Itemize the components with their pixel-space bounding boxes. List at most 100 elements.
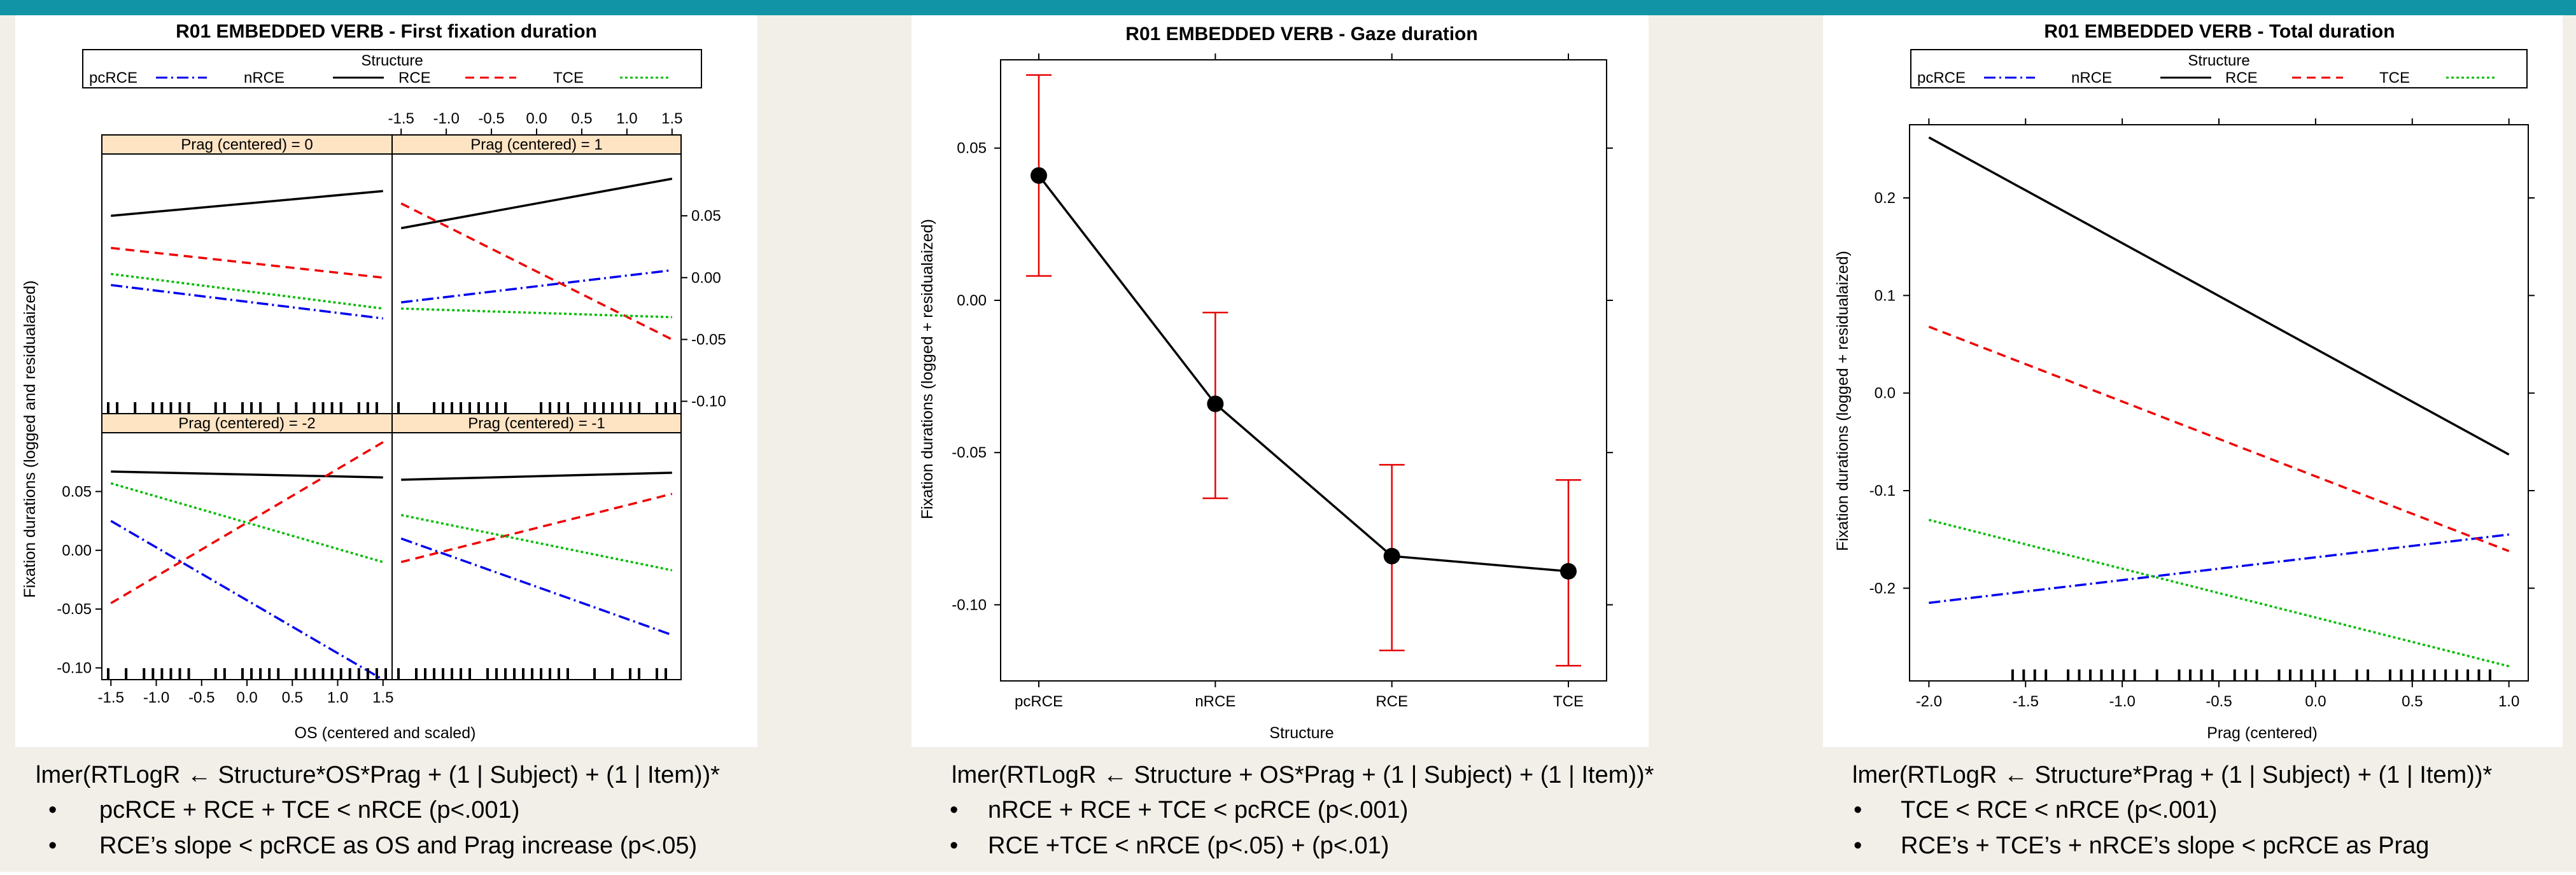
- series-line-gaze: [1038, 174, 1569, 573]
- y-axis-label-gaze: Fixation durations (logged + residualaiz…: [918, 219, 936, 519]
- x-tick-label-nRCE: nRCE: [1195, 693, 1235, 710]
- y-tick-label: 0.2: [1875, 190, 1896, 207]
- y-tick-label: 0.0: [1875, 385, 1896, 402]
- bullet-marker: •: [1854, 797, 1862, 823]
- chart-title-gaze: R01 EMBEDDED VERB - Gaze duration: [1125, 24, 1477, 45]
- y-tick-label: -0.05: [691, 331, 726, 348]
- series-line-nRCE: [111, 190, 383, 217]
- y-tick-label: -0.10: [57, 660, 92, 677]
- y-tick-label: 0.05: [691, 207, 721, 225]
- plot-frame-gaze: [1000, 59, 1607, 682]
- x-axis-label-first-fixation: OS (centered and scaled): [295, 724, 476, 742]
- bullet-total-2: RCE’s + TCE’s + nRCE’s slope < pcRCE as …: [1901, 832, 2429, 859]
- title-banner: [0, 0, 2576, 15]
- data-point-nRCE: [1207, 395, 1224, 412]
- legend-label-TCE: TCE: [2379, 69, 2410, 87]
- y-tick-label: -0.10: [952, 596, 987, 613]
- bullet-total-1: TCE < RCE < nRCE (p<.001): [1901, 797, 2217, 823]
- facet-strip: [391, 413, 682, 433]
- series-line-pcRCE: [1929, 533, 2509, 605]
- data-point-RCE: [1383, 547, 1400, 564]
- bullet-marker: •: [950, 797, 958, 823]
- bullet-marker: •: [48, 832, 57, 859]
- facet-strip-label: Prag (centered) = -1: [468, 415, 605, 432]
- legend-total-title: Structure: [2188, 52, 2249, 69]
- series-line-TCE: [401, 307, 672, 319]
- legend-label-RCE: RCE: [398, 69, 431, 87]
- series-line-TCE: [110, 482, 384, 563]
- x-axis-label-gaze: Structure: [1269, 724, 1334, 742]
- facet-strip-label: Prag (centered) = -2: [178, 415, 315, 432]
- bullet-first-fixation-2: RCE’s slope < pcRCE as OS and Prag incre…: [99, 832, 697, 859]
- bullet-marker: •: [950, 832, 958, 859]
- x-tick-label: 0.5: [571, 110, 592, 127]
- x-tick-label: -1.5: [388, 110, 414, 127]
- x-tick-label: 0.0: [236, 689, 257, 706]
- chart-title-total: R01 EMBEDDED VERB - Total duration: [2044, 21, 2395, 42]
- series-line-pcRCE: [400, 537, 673, 636]
- series-line-RCE: [111, 246, 383, 279]
- legend-first-fixation-title: Structure: [361, 52, 423, 69]
- chart-title-first-fixation: R01 EMBEDDED VERB - First fixation durat…: [176, 21, 597, 42]
- y-axis-label-first-fixation: Fixation durations (logged and residuala…: [21, 281, 39, 598]
- facet-strip-label: Prag (centered) = 1: [470, 136, 602, 153]
- legend-label-pcRCE: pcRCE: [89, 69, 137, 87]
- series-line-pcRCE: [400, 269, 673, 304]
- series-line-nRCE: [111, 470, 383, 479]
- x-tick-label: 1.0: [616, 110, 637, 127]
- legend-total: [1910, 49, 2528, 88]
- y-tick-label: 0.05: [62, 483, 92, 500]
- formula-total: lmer(RTLogR ← Structure*Prag + (1 | Subj…: [1852, 762, 2492, 788]
- chart-panel-total: [1823, 15, 2563, 747]
- y-tick-label: 0.05: [957, 140, 987, 157]
- bullet-first-fixation-1: pcRCE + RCE + TCE < nRCE (p<.001): [99, 797, 519, 823]
- formula-gaze: lmer(RTLogR ← Structure + OS*Prag + (1 |…: [952, 762, 1654, 788]
- x-tick-label: -1.0: [433, 110, 459, 127]
- series-line-nRCE: [400, 178, 673, 230]
- y-tick-label: 0.1: [1875, 287, 1896, 304]
- y-tick-label: 0.00: [691, 269, 721, 286]
- x-tick-label-pcRCE: pcRCE: [1015, 693, 1063, 710]
- x-tick-label: 0.5: [282, 689, 303, 706]
- bullet-gaze-1: nRCE + RCE + TCE < pcRCE (p<.001): [988, 797, 1408, 823]
- series-line-RCE: [110, 441, 384, 605]
- y-tick-label: -0.05: [952, 444, 987, 461]
- y-tick-label: 0.00: [62, 542, 92, 559]
- series-line-pcRCE: [110, 520, 384, 681]
- y-tick-label: 0.00: [957, 292, 987, 309]
- legend-label-RCE: RCE: [2225, 69, 2258, 87]
- x-tick-label: 1.0: [327, 689, 348, 706]
- x-tick-label: -1.5: [98, 689, 124, 706]
- facet-strip: [101, 413, 393, 433]
- x-tick-label: 1.5: [661, 110, 682, 127]
- legend-first-fixation: [82, 49, 702, 88]
- x-tick-label: -0.5: [188, 689, 215, 706]
- x-tick-label: -0.5: [2206, 693, 2232, 710]
- facet-strip-label: Prag (centered) = 0: [181, 136, 313, 153]
- x-tick-label: 1.0: [2498, 693, 2519, 710]
- y-tick-label: -0.05: [57, 601, 92, 618]
- y-tick-label: -0.2: [1869, 580, 1896, 597]
- x-tick-label: 0.5: [2402, 693, 2423, 710]
- data-point-pcRCE: [1031, 167, 1047, 184]
- x-tick-label: 0.0: [526, 110, 547, 127]
- legend-label-pcRCE: pcRCE: [1917, 69, 1966, 87]
- series-line-nRCE: [1928, 136, 2510, 456]
- series-line-RCE: [400, 493, 673, 563]
- x-tick-label: -1.0: [143, 689, 169, 706]
- x-tick-label: 0.0: [2305, 693, 2326, 710]
- y-tick-label: -0.10: [691, 393, 726, 410]
- chart-panel-first-fixation: [15, 15, 757, 747]
- legend-label-nRCE: nRCE: [2071, 69, 2112, 87]
- x-tick-label-RCE: RCE: [1376, 693, 1408, 710]
- series-line-RCE: [1928, 325, 2510, 552]
- x-tick-label: -1.0: [2109, 693, 2135, 710]
- x-axis-label-total: Prag (centered): [2207, 724, 2318, 742]
- y-tick-label: -0.1: [1869, 482, 1896, 500]
- bullet-gaze-2: RCE +TCE < nRCE (p<.05) + (p<.01): [988, 832, 1389, 859]
- chart-panel-gaze: [911, 15, 1649, 747]
- bullet-marker: •: [1854, 832, 1862, 859]
- legend-label-TCE: TCE: [553, 69, 584, 87]
